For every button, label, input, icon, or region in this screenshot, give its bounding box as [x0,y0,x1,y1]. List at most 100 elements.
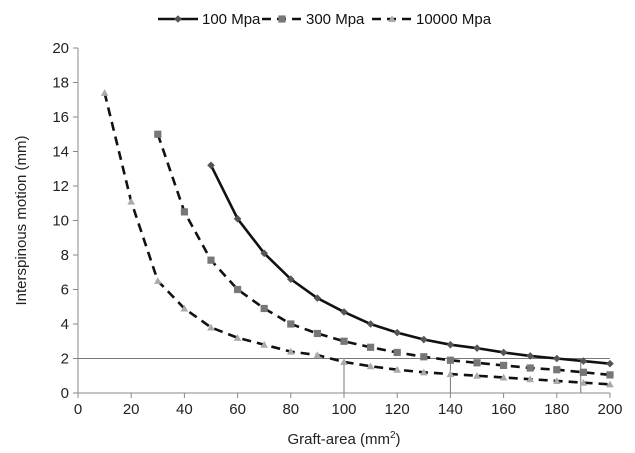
series-1 [154,130,614,379]
data-point [260,304,268,313]
data-point [287,347,295,355]
data-point [313,294,322,302]
data-point [287,320,295,328]
x-tick-label: 200 [597,401,622,418]
data-point [340,308,348,316]
data-point [367,343,375,351]
x-tick-label: 0 [74,401,82,418]
y-tick-label: 14 [52,144,69,161]
y-tick-label: 2 [61,351,69,368]
legend-marker [174,15,182,23]
data-point [606,371,614,379]
data-point [313,351,322,359]
legend-marker [278,15,286,23]
y-axis-title: Interspinous motion (mm) [13,135,30,305]
data-point [526,375,534,383]
y-tick-label: 10 [52,213,69,230]
data-point [553,354,561,363]
data-point [207,161,215,170]
data-point [287,275,295,283]
data-point [473,371,481,379]
data-point [526,352,534,360]
data-point [233,214,242,223]
data-point [393,365,401,373]
y-tick-label: 20 [52,40,69,57]
x-tick-label: 20 [123,401,140,418]
data-point [313,329,321,338]
data-point [207,256,215,264]
x-tick-label: 160 [491,401,516,418]
data-point [606,380,614,388]
x-axis-title-end: ) [396,431,401,448]
x-axis-title-text: Graft-area (mm [287,431,390,448]
data-point [473,359,481,367]
x-tick-label: 100 [331,401,356,418]
data-point [420,368,428,376]
data-point [340,358,348,365]
data-point [180,208,188,216]
legend-item: 300 Mpa [262,11,365,28]
data-point [393,328,401,337]
x-tick-label: 60 [229,401,246,418]
data-point [500,361,508,369]
data-point [446,356,454,364]
data-point [366,320,375,328]
y-tick-label: 18 [52,75,69,92]
series-line [103,92,611,386]
y-ticks: 0 2 4 6 8 10 12 14 16 18 20 [52,40,78,402]
data-point [579,368,587,376]
x-tick-label: 120 [385,401,410,418]
y-tick-label: 16 [52,109,69,126]
legend-label: 100 Mpa [202,11,261,28]
y-tick-label: 12 [52,178,69,195]
legend-item: 100 Mpa [158,11,261,28]
x-tick-label: 40 [176,401,193,418]
y-tick-label: 4 [61,316,69,333]
data-point [446,340,455,349]
x-tick-label: 140 [438,401,463,418]
data-point [366,362,375,370]
legend-label: 300 Mpa [306,11,365,28]
data-point [180,304,189,312]
series-0 [207,161,614,368]
data-point [606,359,614,368]
data-point [473,344,481,352]
data-point [499,373,508,381]
legend-label: 10000 Mpa [416,11,492,28]
x-tick-label: 80 [282,401,299,418]
data-point [579,357,588,365]
legend-item: 10000 Mpa [372,11,492,28]
y-tick-label: 8 [61,247,69,264]
data-point [127,197,135,205]
data-point [420,335,428,344]
y-tick-label: 6 [61,282,69,299]
series-layer [100,89,614,388]
x-axis-title: Graft-area (mm2) [287,430,400,448]
legend-marker [388,15,396,23]
data-point [393,348,401,357]
x-ticks: 0 20 40 60 80 100 120 140 160 180 200 [74,393,623,418]
data-point [154,130,162,138]
x-tick-label: 180 [544,401,569,418]
data-point [234,285,242,294]
series-2 [100,89,614,388]
data-point [233,334,242,341]
data-point [579,378,588,386]
data-point [260,249,268,258]
series-line [156,133,611,377]
data-point [340,337,348,345]
data-point [553,366,561,374]
data-point [154,277,162,284]
data-point [446,370,455,378]
axes: 0 20 40 60 80 100 120 140 160 180 200 0 2 4 6 8 10 12 14 1… [52,40,622,418]
legend: 100 Mpa 300 Mpa 10000 Mpa [158,11,492,28]
data-point [100,89,109,96]
data-point [207,323,215,331]
data-point [260,340,268,348]
data-point [420,353,428,361]
data-point [553,377,561,384]
x-axis-title-sup: 2 [390,430,396,441]
data-point [499,348,508,357]
y-tick-label: 0 [61,385,69,402]
